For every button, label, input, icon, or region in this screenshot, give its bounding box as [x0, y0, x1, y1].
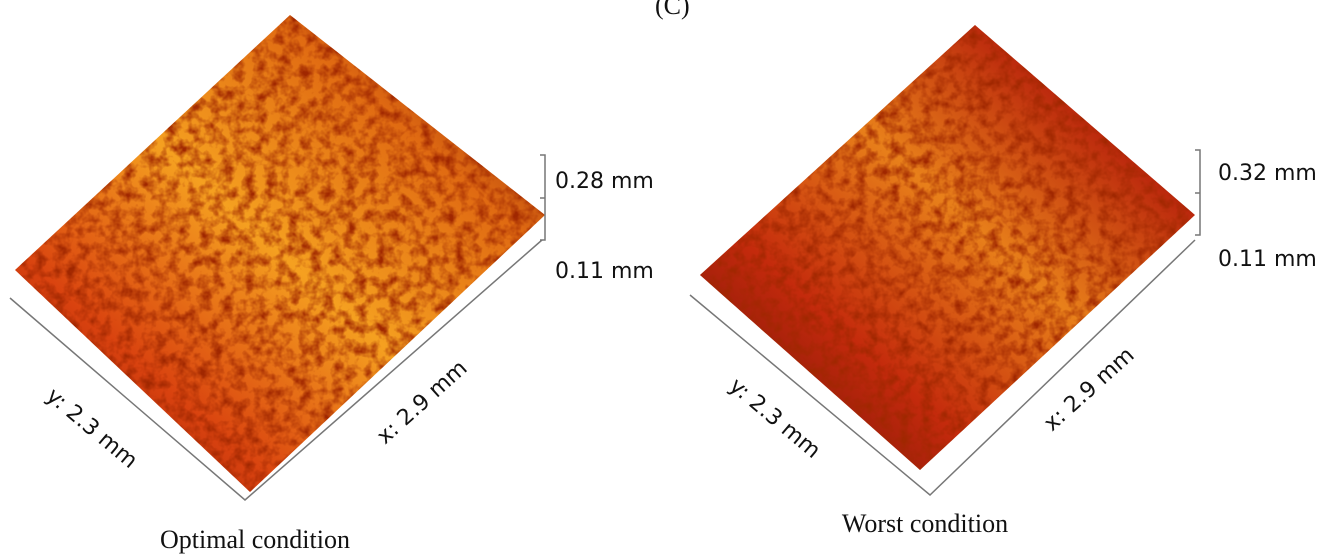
caption: Worst condition [842, 509, 1008, 538]
base-axes [9, 239, 543, 501]
x-axis-label: x: 2.9 mm [372, 356, 472, 450]
base-axes [689, 239, 1196, 497]
z-bottom-label: 0.11 mm [1218, 247, 1317, 272]
z-axis [1195, 149, 1201, 236]
x-axis-label: x: 2.9 mm [1039, 343, 1139, 437]
caption: Optimal condition [160, 525, 350, 554]
panel-label: (C) [655, 0, 690, 20]
z-bottom-label: 0.11 mm [555, 259, 654, 284]
z-axis [540, 154, 546, 241]
z-top-label: 0.28 mm [555, 169, 654, 194]
y-axis-label: y: 2.3 mm [41, 383, 142, 473]
z-top-label: 0.32 mm [1218, 161, 1317, 186]
y-axis-label: y: 2.3 mm [724, 373, 825, 463]
